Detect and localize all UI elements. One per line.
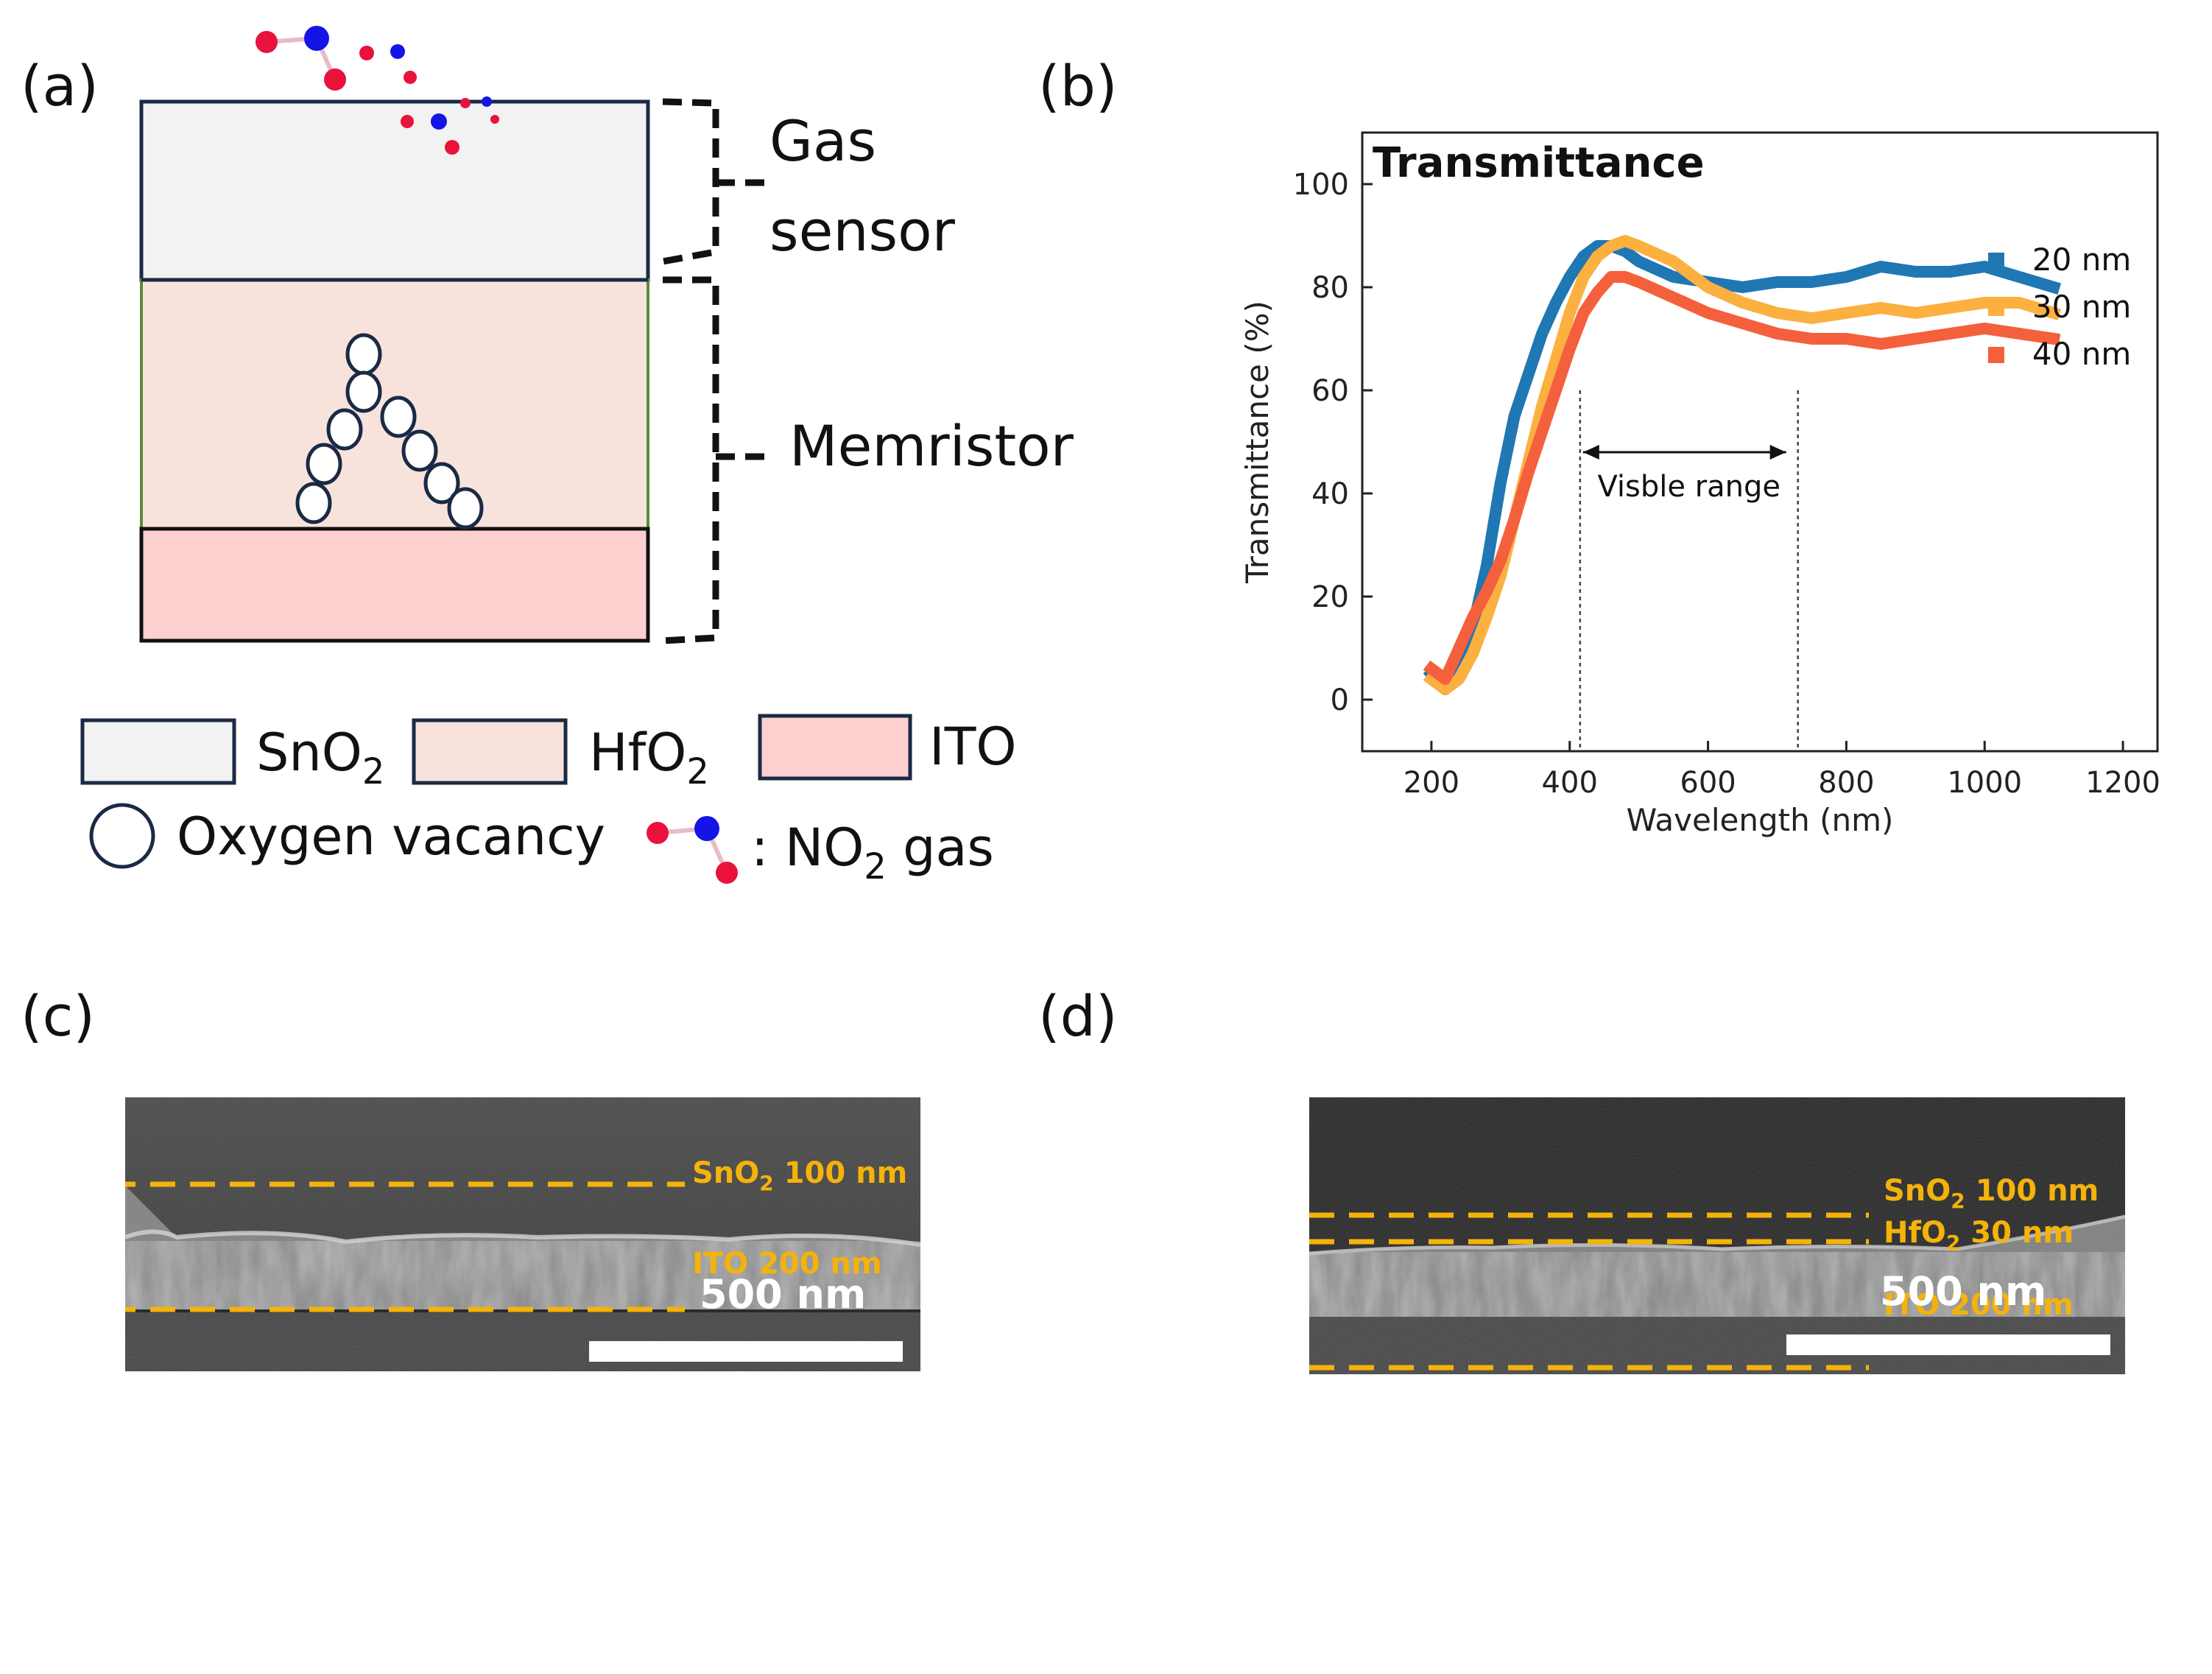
sem-d-label-hfo2-sub: 2 (1946, 1231, 1960, 1255)
x-tick-label: 1200 (2085, 766, 2160, 800)
sem-d-label-sno2: SnO (1884, 1174, 1951, 1208)
transmittance-chart: 200 400 600 800 1000 1200 0 20 40 60 80 100 Waveleng… (1239, 131, 2160, 838)
gas-sensor-label-line1: Gas (769, 108, 876, 174)
legend-sub-no2: 2 (864, 846, 887, 887)
plot-frame (1361, 131, 2159, 753)
legend-marker-20-nm (1987, 253, 2004, 269)
sno2-layer (139, 99, 650, 282)
sem-image-c: SnO2 100 nm ITO 200 nm 500 nm (125, 1097, 920, 1371)
memristor-label: Memristor (789, 413, 1074, 479)
legend-label-oxygen-vacancy: Oxygen vacancy (177, 806, 605, 867)
y-axis-label: Transmittance (%) (1239, 300, 1275, 584)
legend-label-hfo2: HfO (589, 722, 686, 783)
y-tick-label: 100 (1293, 168, 1349, 202)
svg-text:SnO2 100 nm: SnO2 100 nm (1884, 1174, 2099, 1213)
legend-sub-hfo2: 2 (686, 751, 709, 792)
panel-label-b: (b) (1038, 53, 1118, 119)
sem-d-scale-bar (1786, 1334, 2110, 1355)
sem-d-label-sno2-sub: 2 (1951, 1189, 1965, 1213)
visible-range-arrowhead-right (1769, 445, 1786, 460)
x-tick-label: 200 (1403, 766, 1459, 800)
device-schematic: Gas sensor Memristor SnO2 HfO2 ITO Oxyge… (80, 26, 1074, 887)
legend: SnO2 HfO2 ITO Oxygen vacancy : NO2 gas (80, 714, 1017, 887)
sem-d-scale-label: 500 nm (1880, 1268, 2046, 1315)
legend-label-no2: : NO (751, 817, 864, 878)
x-tick-label: 1000 (1947, 766, 2022, 800)
panel-label-d: (d) (1038, 983, 1118, 1049)
x-axis-label: Wavelength (nm) (1627, 802, 1894, 838)
visible-range-arrowhead-left (1582, 445, 1599, 460)
legend-label-ito: ITO (929, 717, 1017, 777)
panel-label-a: (a) (21, 53, 99, 119)
sem-c-label-sno2: SnO (692, 1156, 759, 1190)
sem-d-label-hfo2-value: 30 nm (1960, 1216, 2074, 1250)
legend-entry-30-nm: 30 nm (2032, 289, 2131, 325)
gas-sensor-label-line2: sensor (769, 198, 956, 264)
legend-oxygen-vacancy-icon (89, 803, 155, 869)
sem-c-label-sno2-sub: 2 (759, 1171, 773, 1195)
svg-text:SnO2 100 nm: SnO2 100 nm (692, 1156, 907, 1195)
series-line-40-nm (1423, 271, 2061, 685)
x-tick-label: 600 (1680, 766, 1736, 800)
legend-suffix-no2: gas (887, 817, 994, 878)
legend-swatch-hfo2 (412, 718, 568, 785)
sem-c-label-sno2-value: 100 nm (774, 1156, 908, 1190)
y-tick-label: 60 (1311, 374, 1349, 408)
svg-text:: NO2 gas: : NO2 gas (751, 817, 994, 887)
no2-molecules (256, 26, 499, 155)
legend-swatch-sno2 (80, 718, 236, 785)
sem-d-label-sno2-value: 100 nm (1965, 1174, 2099, 1208)
svg-text:HfO2 30 nm: HfO2 30 nm (1884, 1216, 2074, 1255)
oxygen-vacancy-filament (295, 333, 484, 530)
legend-entry-20-nm: 20 nm (2032, 242, 2131, 278)
y-tick-label: 40 (1311, 477, 1349, 511)
sem-c-scale-bar (589, 1341, 903, 1362)
panel-label-c: (c) (21, 983, 96, 1049)
memristor-bracket (662, 276, 772, 644)
x-tick-label: 400 (1542, 766, 1598, 800)
sem-c-label-ito: ITO 200 nm (692, 1247, 882, 1281)
legend-no2-icon (647, 816, 738, 884)
sem-d-label-ito: ITO 200 nm (1884, 1288, 2074, 1322)
legend-sub-sno2: 2 (362, 751, 385, 792)
y-tick-label: 20 (1311, 580, 1349, 614)
legend-marker-30-nm (1987, 300, 2004, 316)
x-tick-label: 800 (1818, 766, 1874, 800)
legend-marker-40-nm (1987, 347, 2004, 363)
svg-text:SnO2: SnO2 (256, 722, 384, 792)
y-tick-label: 0 (1331, 683, 1349, 717)
visible-range-label: Visble range (1597, 470, 1780, 504)
svg-text:HfO2: HfO2 (589, 722, 709, 792)
series-line-30-nm (1423, 235, 2062, 695)
chart-title: Transmittance (1373, 139, 1705, 187)
sem-image-d: SnO2 100 nm HfO2 30 nm ITO 200 nm 500 nm (1309, 1097, 2125, 1374)
legend-entry-40-nm: 40 nm (2032, 336, 2131, 372)
ito-layer (139, 527, 650, 643)
legend-label-sno2: SnO (256, 722, 362, 783)
y-tick-label: 80 (1311, 271, 1349, 305)
sem-d-label-hfo2: HfO (1884, 1216, 1946, 1250)
legend-swatch-ito (758, 714, 912, 781)
sem-c-scale-label: 500 nm (700, 1271, 866, 1318)
gas-sensor-bracket (662, 98, 766, 265)
